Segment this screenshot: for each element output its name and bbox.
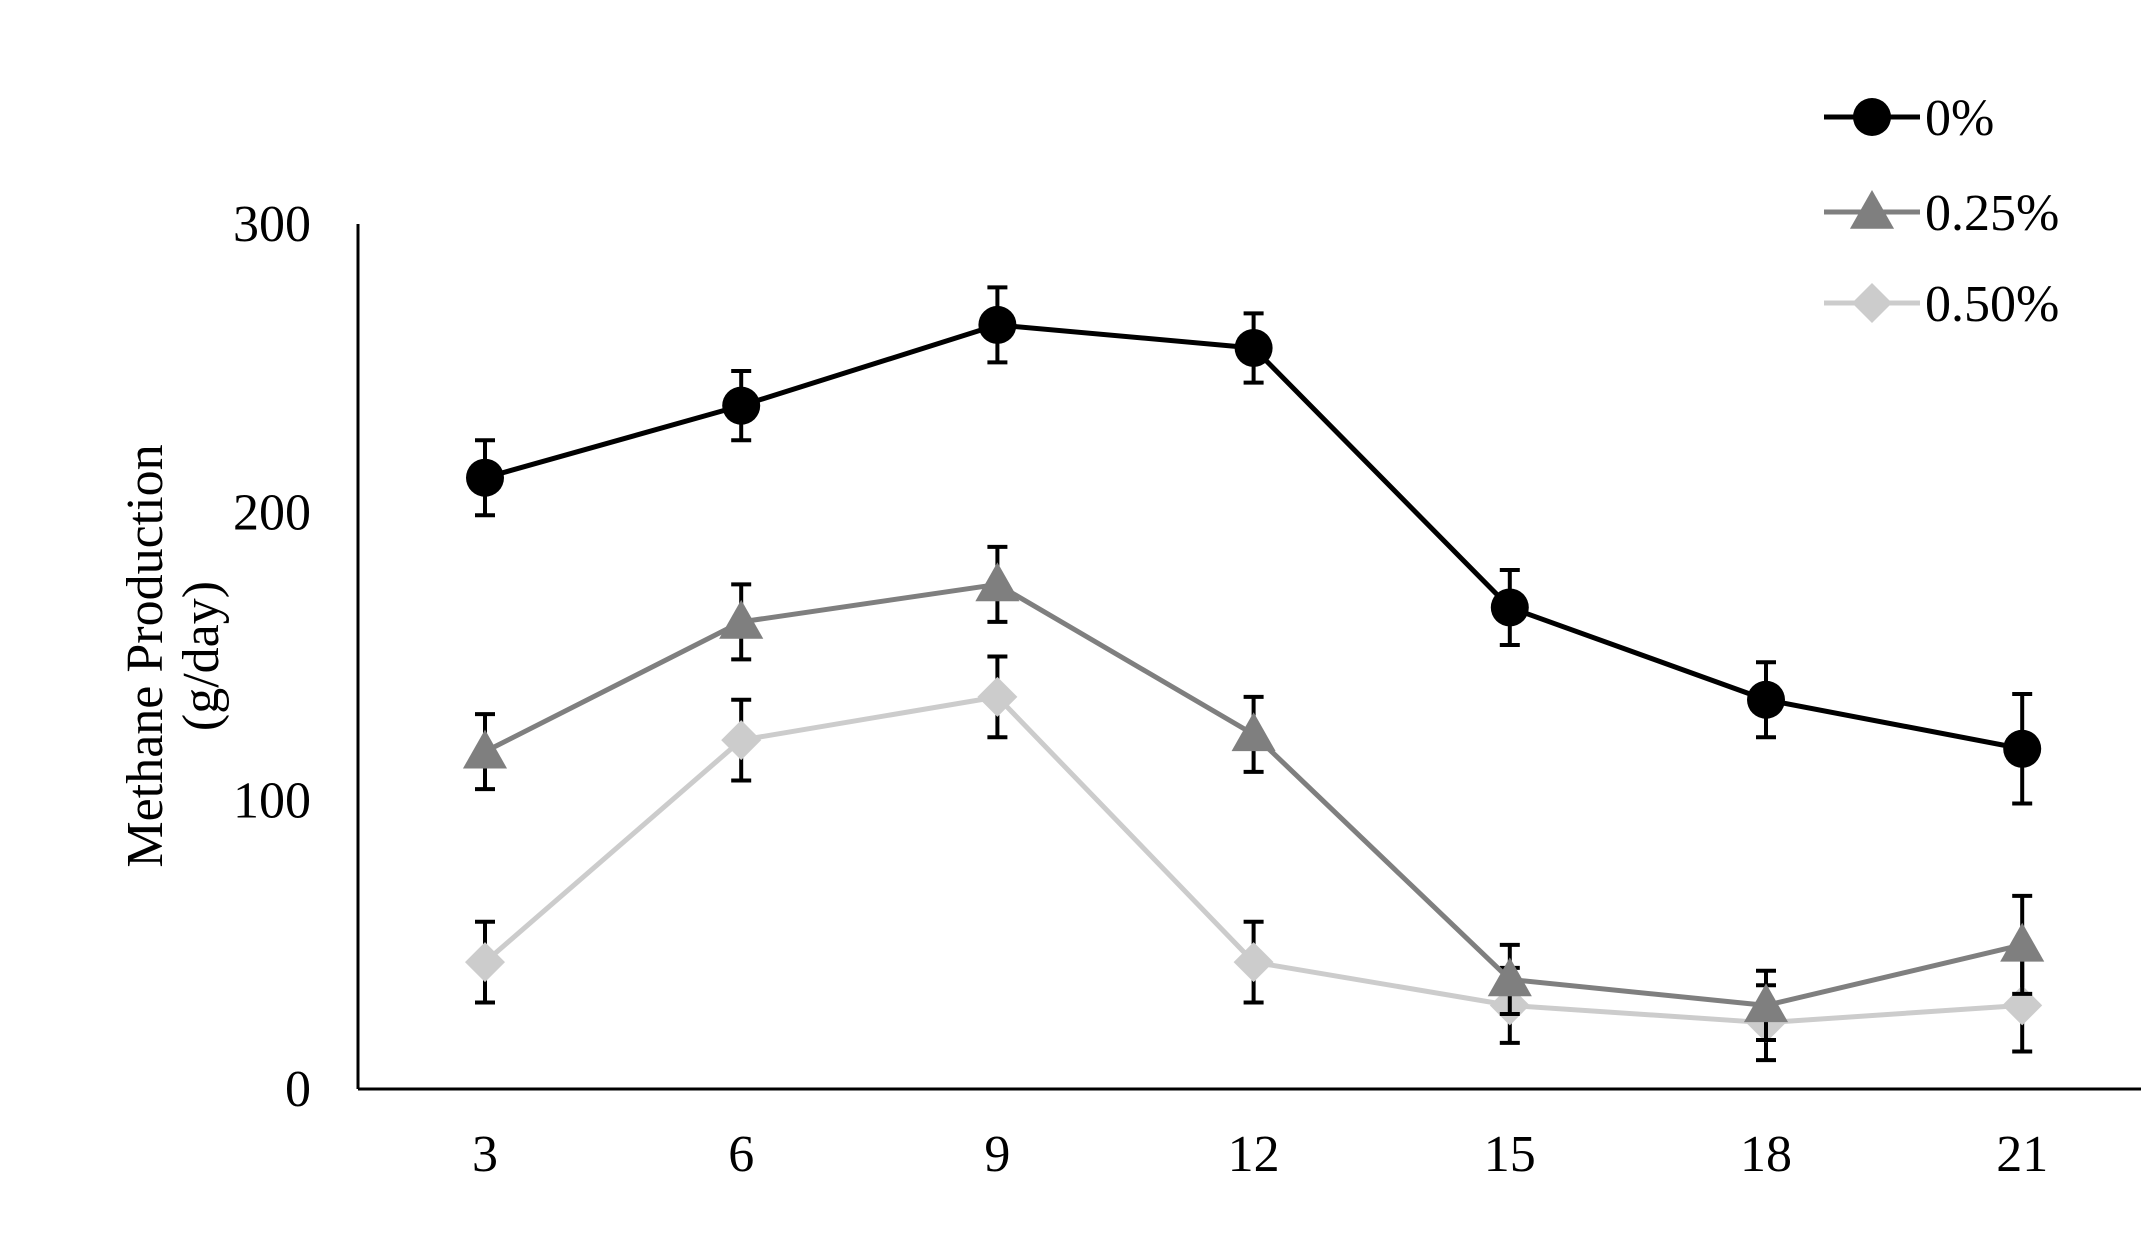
x-tick-label-6: 6 — [728, 1126, 754, 1183]
legend: 0% 0.25% 0.50% — [1824, 90, 2059, 333]
y-axis-title: Methane Production (g/day) — [117, 444, 230, 867]
y-tick-label-300: 300 — [233, 196, 311, 253]
x-tick-label-18: 18 — [1740, 1126, 1792, 1183]
data-point-0%-x12 — [1234, 328, 1273, 367]
data-point-0.25%-x21 — [2000, 922, 2045, 962]
legend-label: 0.50% — [1925, 276, 2059, 333]
y-tick-labels: 0 100 200 300 — [233, 196, 311, 1118]
legend-label: 0% — [1925, 90, 1994, 147]
plot-area — [462, 285, 2045, 1063]
data-point-0.25%-x12 — [1231, 712, 1276, 752]
x-tick-labels: 3 6 9 12 15 18 21 — [472, 1126, 2048, 1183]
legend-item-0.25%: 0.25% — [1824, 185, 2059, 242]
y-axis-title-line1: Methane Production — [117, 444, 174, 867]
data-point-0.25%-x18 — [1743, 983, 1789, 1023]
series-0.25% — [462, 544, 2045, 1042]
data-point-0%-x9 — [978, 305, 1017, 344]
data-point-0.25%-x9 — [975, 562, 1020, 602]
y-tick-label-100: 100 — [233, 773, 311, 830]
legend-label: 0.25% — [1925, 185, 2059, 242]
series-0% — [466, 285, 2042, 806]
data-point-0.25%-x6 — [719, 599, 764, 639]
y-tick-label-0: 0 — [285, 1061, 311, 1118]
data-point-0.50%-x9 — [977, 676, 1018, 717]
x-tick-label-21: 21 — [1996, 1126, 2048, 1183]
legend-marker — [1849, 189, 1895, 229]
data-point-0%-x18 — [1747, 680, 1785, 719]
y-axis-title-unit: (g/day) — [173, 581, 230, 731]
series-line-0% — [484, 322, 2023, 752]
y-tick-label-200: 200 — [233, 484, 311, 541]
legend-item-0%: 0% — [1824, 90, 1994, 147]
x-tick-label-15: 15 — [1484, 1126, 1536, 1183]
data-point-0.25%-x15 — [1487, 957, 1532, 997]
data-point-0%-x15 — [1490, 588, 1529, 627]
legend-marker — [1853, 98, 1891, 136]
data-point-0.50%-x12 — [1233, 942, 1274, 983]
x-tick-label-9: 9 — [984, 1126, 1010, 1183]
data-point-0%-x21 — [2003, 729, 2042, 768]
x-tick-label-12: 12 — [1228, 1126, 1280, 1183]
axes — [356, 224, 2141, 1091]
legend-item-0.50%: 0.50% — [1824, 276, 2059, 333]
data-point-0.50%-x6 — [721, 720, 762, 761]
data-point-0.25%-x3 — [462, 729, 508, 769]
data-point-0.50%-x3 — [465, 942, 505, 983]
data-point-0%-x6 — [722, 386, 761, 425]
legend-marker — [1852, 283, 1892, 323]
x-tick-label-3: 3 — [472, 1126, 498, 1183]
data-point-0%-x3 — [466, 458, 504, 497]
